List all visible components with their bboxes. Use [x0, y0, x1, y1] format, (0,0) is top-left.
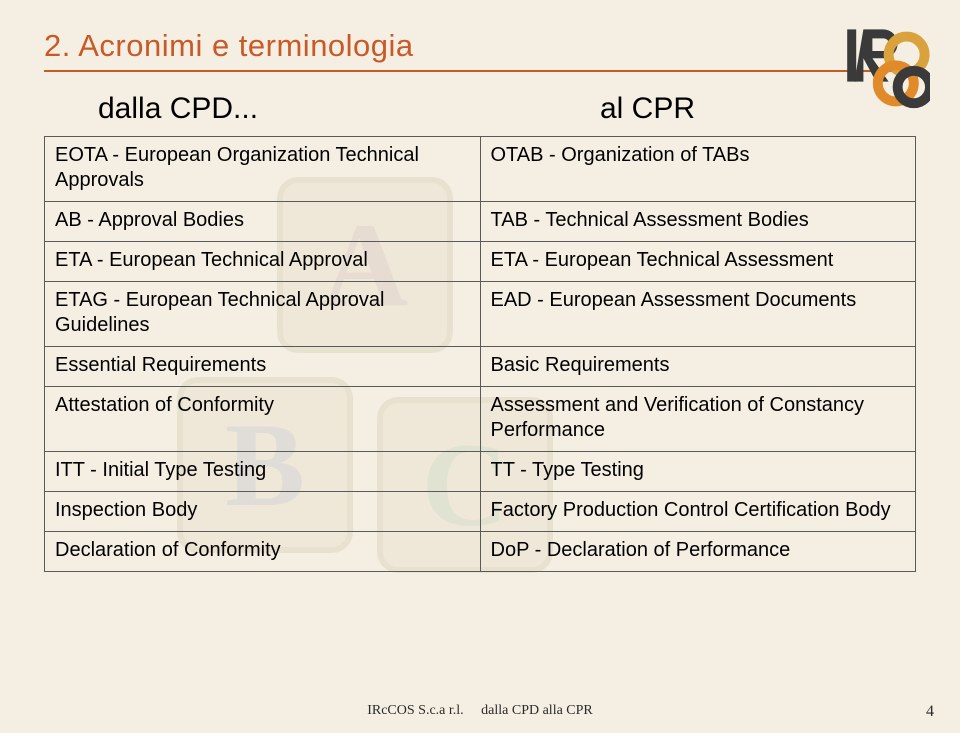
- column-headings: dalla CPD... al CPR: [44, 92, 916, 126]
- cell-left: ETA - European Technical Approval: [45, 242, 481, 282]
- table-row: Essential Requirements Basic Requirement…: [45, 347, 916, 387]
- cell-right: OTAB - Organization of TABs: [480, 137, 916, 202]
- title-bar: 2. Acronimi e terminologia: [44, 28, 916, 72]
- cell-left: EOTA - European Organization Technical A…: [45, 137, 481, 202]
- table-row: ITT - Initial Type Testing TT - Type Tes…: [45, 452, 916, 492]
- table-row: Attestation of Conformity Assessment and…: [45, 387, 916, 452]
- cell-left: Attestation of Conformity: [45, 387, 481, 452]
- cell-right: ETA - European Technical Assessment: [480, 242, 916, 282]
- page-number: 4: [926, 703, 934, 721]
- heading-left: dalla CPD...: [48, 92, 480, 126]
- cell-left: Essential Requirements: [45, 347, 481, 387]
- table-row: EOTA - European Organization Technical A…: [45, 137, 916, 202]
- comparison-table: EOTA - European Organization Technical A…: [44, 136, 916, 572]
- cell-left: ITT - Initial Type Testing: [45, 452, 481, 492]
- footer: IRcCOS S.c.a r.l. dalla CPD alla CPR: [0, 703, 960, 719]
- table-row: ETA - European Technical Approval ETA - …: [45, 242, 916, 282]
- table-body: EOTA - European Organization Technical A…: [45, 137, 916, 572]
- slide-title: 2. Acronimi e terminologia: [44, 28, 916, 64]
- footer-source-2: dalla CPD alla CPR: [481, 703, 593, 718]
- cell-right: TT - Type Testing: [480, 452, 916, 492]
- cell-right: TAB - Technical Assessment Bodies: [480, 202, 916, 242]
- cell-left: AB - Approval Bodies: [45, 202, 481, 242]
- table-row: Declaration of Conformity DoP - Declarat…: [45, 532, 916, 572]
- table-row: AB - Approval Bodies TAB - Technical Ass…: [45, 202, 916, 242]
- logo: [840, 24, 930, 114]
- cell-right: Basic Requirements: [480, 347, 916, 387]
- table-row: Inspection Body Factory Production Contr…: [45, 492, 916, 532]
- cell-right: Assessment and Verification of Constancy…: [480, 387, 916, 452]
- cell-left: Inspection Body: [45, 492, 481, 532]
- cell-right: DoP - Declaration of Performance: [480, 532, 916, 572]
- table-row: ETAG - European Technical Approval Guide…: [45, 282, 916, 347]
- cell-left: ETAG - European Technical Approval Guide…: [45, 282, 481, 347]
- cell-right: EAD - European Assessment Documents: [480, 282, 916, 347]
- cell-right: Factory Production Control Certification…: [480, 492, 916, 532]
- footer-source-1: IRcCOS S.c.a r.l.: [367, 703, 463, 718]
- slide: A B C 2. Acronimi e terminologia dalla C…: [0, 0, 960, 733]
- cell-left: Declaration of Conformity: [45, 532, 481, 572]
